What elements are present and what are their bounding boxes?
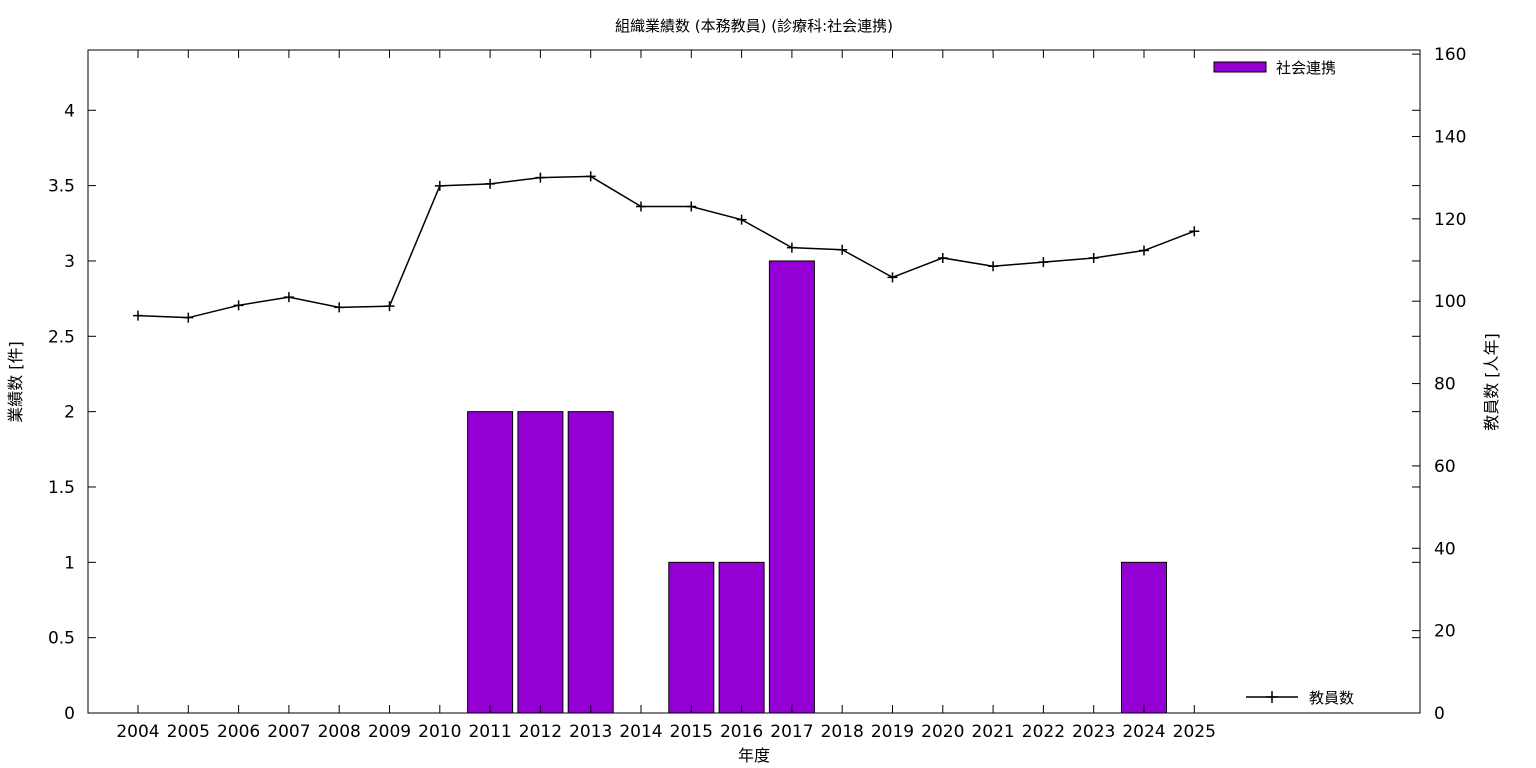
line-point-2012 xyxy=(535,172,546,183)
y-right-tick-label: 100 xyxy=(1434,292,1466,312)
x-tick-label: 2014 xyxy=(619,722,662,742)
line-point-2022 xyxy=(1038,257,1049,268)
chart-title: 組織業績数 (本務教員) (診療科:社会連携) xyxy=(615,17,893,35)
line-point-2005 xyxy=(183,312,194,323)
x-tick-label: 2015 xyxy=(670,722,713,742)
line-point-2007 xyxy=(283,292,294,303)
y-left-tick-label: 0 xyxy=(64,704,75,724)
bar-2015 xyxy=(668,561,715,714)
bar-2013 xyxy=(567,411,614,714)
line-point-2008 xyxy=(334,302,345,313)
x-tick-label: 2005 xyxy=(167,722,210,742)
y-right-tick-label: 40 xyxy=(1434,539,1456,559)
line-point-2018 xyxy=(837,244,848,255)
bar-2011 xyxy=(467,411,514,714)
x-tick-label: 2017 xyxy=(770,722,813,742)
y-right-tick-label: 60 xyxy=(1434,457,1456,477)
x-tick-label: 2019 xyxy=(871,722,914,742)
y-left-tick-label: 1.5 xyxy=(48,478,75,498)
line-point-2011 xyxy=(485,178,496,189)
line-point-2025 xyxy=(1189,226,1200,237)
line-point-2023 xyxy=(1088,252,1099,263)
y-left-tick-label: 2 xyxy=(64,403,75,423)
y-right-tick-label: 20 xyxy=(1434,622,1456,642)
y-left-tick-label: 4 xyxy=(64,101,75,121)
legend-bar-label: 社会連携 xyxy=(1276,59,1336,77)
x-tick-label: 2013 xyxy=(569,722,612,742)
legend-line-label: 教員数 xyxy=(1309,689,1354,707)
line-point-2010 xyxy=(434,180,445,191)
y-left-tick-label: 3.5 xyxy=(48,177,75,197)
bars-group xyxy=(467,260,1167,714)
x-tick-label: 2012 xyxy=(519,722,562,742)
line-point-2006 xyxy=(233,300,244,311)
legend-bar-swatch xyxy=(1213,61,1267,73)
y-left-tick-label: 0.5 xyxy=(48,629,75,649)
line-point-2013 xyxy=(585,171,596,182)
y-left-tick-label: 2.5 xyxy=(48,327,75,347)
bar-2016 xyxy=(718,561,765,714)
line-point-2016 xyxy=(736,214,747,225)
line-point-2020 xyxy=(937,252,948,263)
x-tick-label: 2004 xyxy=(116,722,159,742)
y-axis-left-label: 業績数 [件] xyxy=(6,341,25,423)
y-right-tick-label: 160 xyxy=(1434,45,1466,65)
x-tick-label: 2023 xyxy=(1072,722,1115,742)
x-tick-label: 2025 xyxy=(1173,722,1216,742)
line-series-faculty xyxy=(137,175,1195,319)
line-point-2019 xyxy=(887,272,898,283)
line-point-2014 xyxy=(636,201,646,212)
x-tick-label: 2009 xyxy=(368,722,411,742)
x-tick-label: 2006 xyxy=(217,722,260,742)
x-axis: 2004 2005 2006 2007 2008 2009 2010 2011 2012 2013… xyxy=(116,50,1216,742)
x-tick-label: 2016 xyxy=(720,722,763,742)
x-tick-label: 2007 xyxy=(267,722,310,742)
y-left-tick-label: 1 xyxy=(64,553,75,573)
bar-2024 xyxy=(1121,561,1167,714)
y-right-tick-label: 80 xyxy=(1434,375,1456,395)
y-right-tick-label: 120 xyxy=(1434,210,1466,230)
x-tick-label: 2018 xyxy=(821,722,864,742)
bar-2012 xyxy=(517,411,564,714)
y-right-tick-label: 0 xyxy=(1434,704,1445,724)
line-point-2021 xyxy=(988,261,999,272)
legend-bar: 社会連携 xyxy=(1213,59,1336,77)
legend-line: 教員数 xyxy=(1246,689,1354,707)
y-left-tick-label: 3 xyxy=(64,252,75,272)
x-tick-label: 2021 xyxy=(971,722,1014,742)
line-point-2004 xyxy=(133,310,143,321)
y-right-tick-label: 140 xyxy=(1434,127,1466,147)
line-point-2015 xyxy=(686,201,697,212)
x-tick-label: 2011 xyxy=(468,722,511,742)
line-point-2009 xyxy=(384,301,395,312)
y-axis-left: 0 0.5 1 1.5 2 2.5 3 3.5 4 xyxy=(48,101,1420,724)
line-group xyxy=(133,171,1200,323)
x-tick-label: 2010 xyxy=(418,722,461,742)
line-point-2017 xyxy=(786,242,797,253)
y-axis-right: 0 20 40 60 80 100 120 140 160 xyxy=(1412,45,1466,724)
x-tick-label: 2008 xyxy=(318,722,361,742)
x-tick-label: 2022 xyxy=(1022,722,1065,742)
legend-line-marker xyxy=(1266,691,1278,703)
bar-2017 xyxy=(768,260,815,714)
x-tick-label: 2020 xyxy=(921,722,964,742)
y-axis-right-label: 教員数 [人年] xyxy=(1482,333,1501,431)
x-axis-label: 年度 xyxy=(738,746,770,765)
x-tick-label: 2024 xyxy=(1122,722,1165,742)
line-point-2024 xyxy=(1139,245,1149,256)
